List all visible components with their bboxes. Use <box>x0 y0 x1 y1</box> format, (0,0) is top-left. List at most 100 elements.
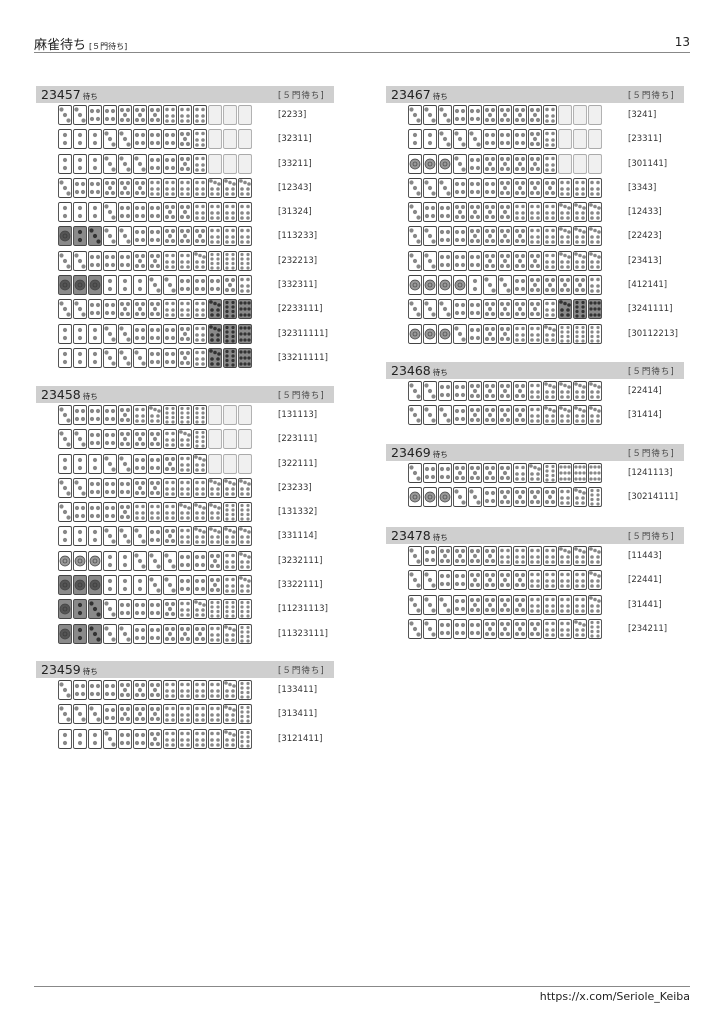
pin-tile-3 <box>103 526 117 547</box>
pin-tile-5 <box>118 429 132 450</box>
pin-tile-1 <box>88 275 102 296</box>
pin-tile-3 <box>408 105 422 125</box>
tile-group <box>408 129 603 150</box>
pin-tile-1 <box>408 275 422 296</box>
pin-tile-4 <box>453 177 467 198</box>
pin-tile-7 <box>588 202 602 223</box>
pin-tile-2 <box>88 453 102 474</box>
tile-group <box>58 275 253 296</box>
section-title-suffix: 待ち <box>432 368 448 377</box>
hand-row: [11231113] <box>36 597 334 621</box>
pin-tile-4 <box>148 526 162 547</box>
hand-row: [131332] <box>36 500 334 524</box>
pin-tile-6 <box>543 129 557 150</box>
pin-tile-5 <box>163 202 177 223</box>
pin-tile-7 <box>238 575 252 596</box>
pin-tile-6 <box>163 429 177 450</box>
hand-row: [11323111] <box>36 622 334 646</box>
pin-tile-6 <box>193 129 207 150</box>
tile-group <box>408 381 603 401</box>
hand-pattern: [12433] <box>628 207 662 218</box>
pin-tile-4 <box>438 250 452 271</box>
pin-tile-5 <box>163 623 177 644</box>
wait-section: 23467 待ち [５門待ち] [3241] [23311] [301141] [3343… <box>386 86 684 346</box>
pin-tile-6 <box>163 728 177 749</box>
pin-tile-5 <box>513 381 527 401</box>
pin-tile-7 <box>223 477 237 498</box>
pin-tile-2 <box>73 453 87 474</box>
hand-pattern: [331114] <box>278 531 318 542</box>
pin-tile-7 <box>208 526 222 547</box>
hidden-tile <box>238 129 252 150</box>
pin-tile-7 <box>208 177 222 198</box>
pin-tile-3 <box>408 250 422 271</box>
pin-tile-6 <box>588 275 602 296</box>
pin-tile-5 <box>483 105 497 125</box>
pin-tile-4 <box>148 453 162 474</box>
pin-tile-7 <box>588 405 602 426</box>
hand-pattern: [11443] <box>628 551 662 561</box>
pin-tile-6 <box>178 599 192 620</box>
pin-tile-3 <box>103 153 117 174</box>
pin-tile-4 <box>88 299 102 320</box>
pin-tile-7 <box>558 250 572 271</box>
pin-tile-6 <box>193 177 207 198</box>
footer-link[interactable]: https://x.com/Seriole_Keiba <box>539 990 690 1003</box>
tile-group <box>58 405 253 425</box>
tile-group <box>58 226 253 247</box>
pin-tile-5 <box>483 570 497 591</box>
pin-tile-6 <box>223 226 237 247</box>
pin-tile-6 <box>543 226 557 247</box>
pin-tile-9 <box>558 463 572 483</box>
pin-tile-7 <box>558 226 572 247</box>
pin-tile-3 <box>103 728 117 749</box>
pin-tile-4 <box>468 105 482 125</box>
pin-tile-5 <box>148 680 162 700</box>
pin-tile-8 <box>238 502 252 523</box>
tile-group <box>408 299 603 320</box>
pin-tile-4 <box>423 546 437 566</box>
tile-group <box>408 570 603 591</box>
pin-tile-5 <box>468 570 482 591</box>
pin-tile-8 <box>573 323 587 344</box>
pin-tile-5 <box>498 299 512 320</box>
section-badge: [５門待ち] <box>628 532 675 542</box>
pin-tile-6 <box>558 570 572 591</box>
pin-tile-6 <box>178 299 192 320</box>
pin-tile-5 <box>148 299 162 320</box>
pin-tile-3 <box>103 323 117 344</box>
pin-tile-3 <box>438 105 452 125</box>
hand-pattern: [23413] <box>628 255 662 266</box>
pin-tile-3 <box>118 453 132 474</box>
pin-tile-7 <box>178 502 192 523</box>
pin-tile-3 <box>408 226 422 247</box>
pin-tile-5 <box>498 618 512 639</box>
pin-tile-8 <box>588 323 602 344</box>
pin-tile-6 <box>178 250 192 271</box>
pin-tile-4 <box>163 323 177 344</box>
pin-tile-2 <box>103 275 117 296</box>
pin-tile-7 <box>573 250 587 271</box>
pin-tile-6 <box>133 502 147 523</box>
hand-pattern: [223111] <box>278 434 318 445</box>
pin-tile-6 <box>193 704 207 725</box>
pin-tile-6 <box>208 704 222 725</box>
pin-tile-5 <box>453 202 467 223</box>
tile-group <box>408 323 603 344</box>
pin-tile-1 <box>73 275 87 296</box>
pin-tile-5 <box>483 405 497 426</box>
section-header: 23459 待ち [５門待ち] <box>36 661 334 678</box>
hand-row: [31324] <box>36 200 334 224</box>
hand-row: [23311] <box>386 127 684 151</box>
pin-tile-5 <box>178 323 192 344</box>
pin-tile-6 <box>528 202 542 223</box>
hidden-tile <box>238 153 252 174</box>
pin-tile-4 <box>118 477 132 498</box>
pin-tile-5 <box>483 618 497 639</box>
pin-tile-3 <box>408 177 422 198</box>
pin-tile-7 <box>573 618 587 639</box>
pin-tile-2 <box>73 623 87 644</box>
pin-tile-1 <box>423 487 437 508</box>
pin-tile-3 <box>408 299 422 320</box>
pin-tile-4 <box>118 250 132 271</box>
